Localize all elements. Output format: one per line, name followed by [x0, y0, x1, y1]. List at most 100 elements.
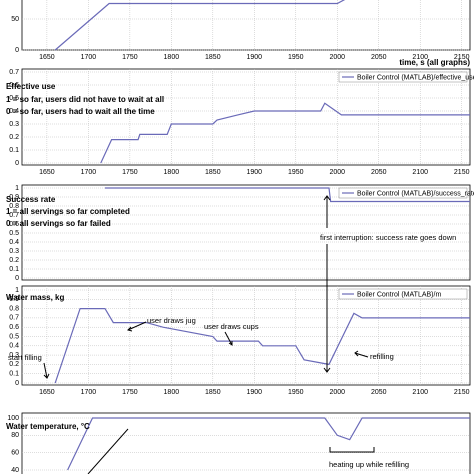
- y-tick-label: 0.5: [9, 95, 19, 102]
- x-tick-label: 2150: [454, 54, 470, 61]
- arrow: [323, 367, 331, 373]
- arrows: [43, 195, 375, 474]
- plot-frame: [21, 0, 471, 51]
- x-tick-label: 1750: [122, 54, 138, 61]
- x-tick-label: 2150: [454, 169, 470, 176]
- x-tick-label: 1800: [164, 169, 180, 176]
- annotation: user draws jug: [147, 316, 196, 325]
- y-tick-label: 40: [11, 467, 19, 474]
- arrow: [43, 362, 48, 379]
- x-tick-label: 2150: [454, 389, 470, 396]
- annotation: 0 = so far, users had to wait all the ti…: [6, 107, 155, 116]
- y-tick-label: 0.7: [9, 69, 19, 76]
- panel-title: Water mass, kg: [6, 293, 65, 302]
- y-tick-label: 0.9: [9, 194, 19, 201]
- y-tick-label: 0.1: [9, 266, 19, 273]
- y-tick-label: 0.4: [9, 108, 19, 115]
- arrow: [323, 195, 331, 201]
- x-tick-label: 1700: [81, 169, 97, 176]
- x-tick-label: 1650: [39, 54, 55, 61]
- plot-frame: [21, 68, 471, 166]
- x-tick-label: 2000: [329, 389, 345, 396]
- y-tick-label: 0: [15, 160, 19, 167]
- arrow: [354, 350, 359, 357]
- y-tick-label: 0.1: [9, 147, 19, 154]
- x-tick-label: 1950: [288, 389, 304, 396]
- y-tick-label: 0.5: [9, 333, 19, 340]
- annotation: 1 = all servings so far completed: [6, 207, 130, 216]
- y-tick-label: 0.7: [9, 212, 19, 219]
- annotation: first interruption: success rate goes do…: [320, 233, 456, 242]
- legend-box: [338, 187, 468, 199]
- y-tick-label: 50: [11, 16, 19, 23]
- x-tick-label: 1800: [164, 54, 180, 61]
- plot-frame: [21, 184, 471, 281]
- x-tick-label: 2100: [412, 169, 428, 176]
- annotation: heating up while refilling: [329, 460, 409, 469]
- y-tick-label: 0.3: [9, 121, 19, 128]
- x-tick-label: 1950: [288, 54, 304, 61]
- annotation: 1 = so far, users did not have to wait a…: [6, 95, 164, 104]
- y-tick-label: 0.4: [9, 343, 19, 350]
- x-tick-label: 1950: [288, 169, 304, 176]
- arrow: [87, 428, 129, 474]
- plot-frame: [21, 285, 471, 386]
- x-tick-label: 1900: [247, 169, 263, 176]
- arrow: [354, 352, 369, 358]
- x-tick-label: 1850: [205, 169, 221, 176]
- x-tick-label: 1800: [164, 389, 180, 396]
- x-tick-label: 1850: [205, 389, 221, 396]
- y-tick-label: 80: [11, 432, 19, 439]
- y-tick-label: 0: [15, 275, 19, 282]
- data-line: [100, 102, 470, 164]
- y-tick-label: 0.2: [9, 257, 19, 264]
- data-line: [54, 308, 470, 384]
- panel-title: Water temperature, °C: [6, 422, 90, 431]
- x-tick-label: 1650: [39, 169, 55, 176]
- y-tick-label: 100: [7, 415, 19, 422]
- legend-label: Boiler Control (MATLAB)/success_rate: [357, 190, 474, 197]
- arrow: [224, 331, 233, 346]
- x-tick-label: 2000: [329, 54, 345, 61]
- y-tick-label: 1: [15, 185, 19, 192]
- legend-label: Boiler Control (MATLAB)/effective_use: [357, 74, 474, 81]
- data-line: [67, 417, 470, 471]
- y-tick-label: 0.6: [9, 221, 19, 228]
- x-tick-label: 1700: [81, 389, 97, 396]
- data-line: [54, 0, 346, 51]
- y-tick-label: 60: [11, 450, 19, 457]
- y-tick-label: 1: [15, 287, 19, 294]
- y-tick-label: 0.3: [9, 352, 19, 359]
- x-tick-label: 1750: [122, 389, 138, 396]
- x-tick-label: 1900: [247, 54, 263, 61]
- data-line: [105, 187, 470, 203]
- x-tick-label: 1900: [247, 389, 263, 396]
- x-tick-label: 2000: [329, 169, 345, 176]
- y-tick-label: 0.3: [9, 248, 19, 255]
- y-tick-label: 0.4: [9, 239, 19, 246]
- legend-label: Boiler Control (MATLAB)/m: [357, 291, 441, 298]
- x-tick-label: 2050: [371, 389, 387, 396]
- y-tick-label: 0.8: [9, 305, 19, 312]
- x-tick-label: 1650: [39, 389, 55, 396]
- arrow: [127, 321, 147, 331]
- y-tick-label: 0.6: [9, 324, 19, 331]
- y-tick-label: 0.7: [9, 315, 19, 322]
- y-tick-label: 0.9: [9, 296, 19, 303]
- annotation: user draws cups: [204, 322, 259, 331]
- y-tick-label: 0: [15, 380, 19, 387]
- x-tick-label: 1850: [205, 54, 221, 61]
- y-tick-label: 0.6: [9, 82, 19, 89]
- axis-label: time, s (all graphs): [399, 58, 470, 67]
- x-tick-label: 2050: [371, 169, 387, 176]
- panel-title: Effective use: [6, 82, 56, 91]
- y-tick-label: 0.2: [9, 134, 19, 141]
- x-tick-label: 2050: [371, 54, 387, 61]
- x-tick-label: 1750: [122, 169, 138, 176]
- panel-title: Success rate: [6, 195, 56, 204]
- y-tick-label: 0.5: [9, 230, 19, 237]
- annotation: start filling: [8, 353, 42, 362]
- y-tick-label: 0.1: [9, 371, 19, 378]
